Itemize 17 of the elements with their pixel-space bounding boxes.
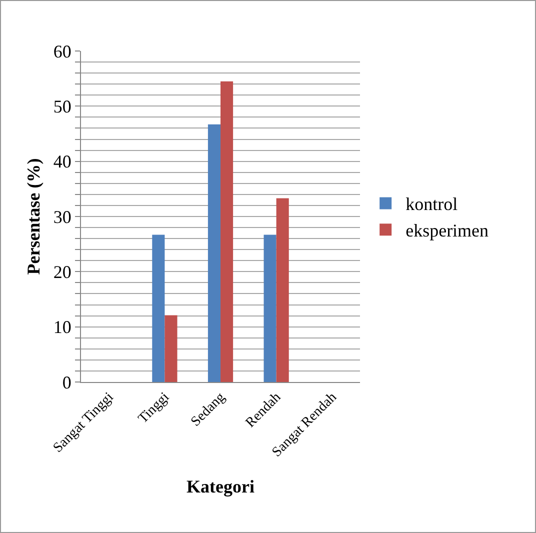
- bar: [208, 124, 220, 382]
- legend-label: kontrol: [406, 194, 458, 214]
- bar: [276, 198, 289, 382]
- bar: [220, 81, 234, 382]
- bar: [164, 315, 178, 382]
- bar: [152, 234, 165, 382]
- legend-label: eksperimen: [406, 220, 489, 241]
- y-tick-label: 60: [53, 41, 72, 62]
- bar: [264, 234, 276, 382]
- y-tick-label: 10: [53, 317, 72, 338]
- y-tick-label: 0: [62, 372, 72, 392]
- y-tick-label: 20: [53, 262, 72, 282]
- y-tick-label: 30: [53, 206, 72, 227]
- y-tick-label: 40: [53, 152, 72, 172]
- y-axis-title: Persentase (%): [24, 158, 44, 275]
- x-axis-title: Kategori: [186, 476, 254, 496]
- y-tick-label: 50: [53, 96, 72, 116]
